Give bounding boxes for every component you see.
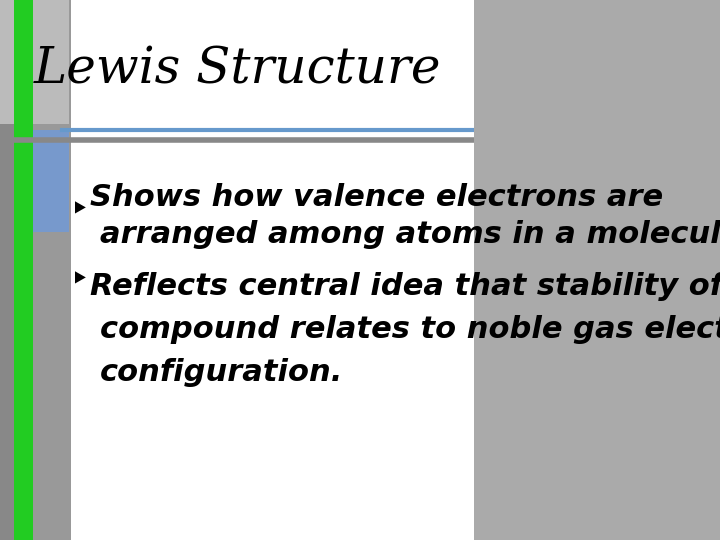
Text: Shows how valence electrons are: Shows how valence electrons are	[90, 183, 663, 212]
Text: configuration.: configuration.	[99, 358, 343, 387]
FancyBboxPatch shape	[14, 0, 33, 124]
FancyBboxPatch shape	[0, 0, 68, 124]
FancyBboxPatch shape	[62, 0, 474, 540]
Text: Lewis Structure: Lewis Structure	[33, 45, 441, 95]
Text: ‣: ‣	[71, 267, 89, 295]
Text: ‣: ‣	[71, 197, 89, 225]
FancyBboxPatch shape	[33, 0, 71, 540]
Text: compound relates to noble gas electron: compound relates to noble gas electron	[99, 315, 720, 344]
Text: Reflects central idea that stability of a: Reflects central idea that stability of …	[90, 272, 720, 301]
FancyBboxPatch shape	[14, 0, 33, 540]
FancyBboxPatch shape	[33, 130, 68, 232]
Text: arranged among atoms in a molecule.: arranged among atoms in a molecule.	[99, 220, 720, 249]
FancyBboxPatch shape	[0, 0, 68, 540]
